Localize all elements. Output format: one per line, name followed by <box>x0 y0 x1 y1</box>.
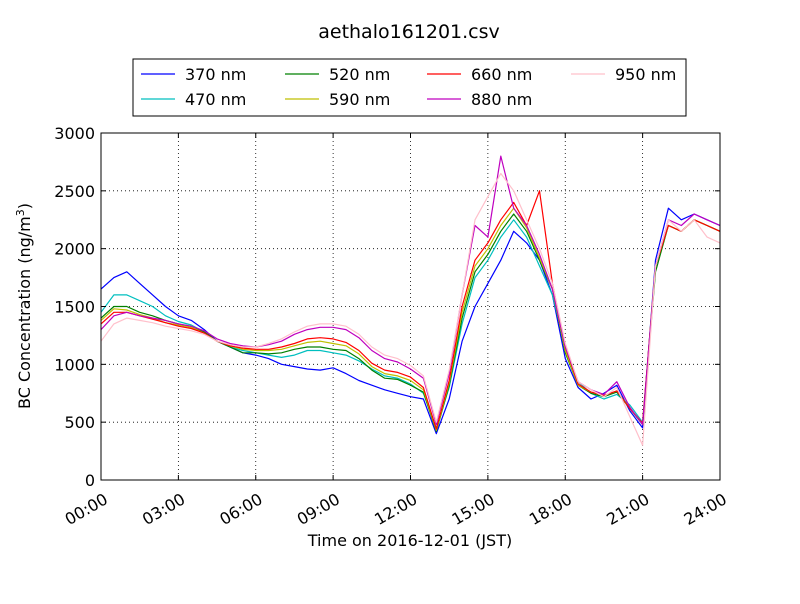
legend-label: 950 nm <box>615 65 676 84</box>
series-line-660-nm <box>100 190 721 430</box>
legend-entry-470-nm: 470 nm <box>141 90 246 109</box>
series-lines <box>100 155 721 446</box>
y-axis-label: BC Concentration (ng/m3) <box>14 203 35 409</box>
legend-label: 590 nm <box>329 90 390 109</box>
legend-entry-660-nm: 660 nm <box>427 65 532 84</box>
y-tick-label: 1500 <box>54 298 95 317</box>
y-tick-label: 3000 <box>54 124 95 143</box>
legend-label: 520 nm <box>329 65 390 84</box>
legend-label: 470 nm <box>185 90 246 109</box>
chart-title: aethalo161201.csv <box>318 21 500 43</box>
legend-entry-950-nm: 950 nm <box>571 65 676 84</box>
legend-entry-880-nm: 880 nm <box>427 90 532 109</box>
y-tick-label: 0 <box>85 471 95 490</box>
legend-label: 660 nm <box>471 65 532 84</box>
y-axis-label-main: BC Concentration (ng/m <box>15 216 34 409</box>
x-axis-label: Time on 2016-12-01 (JST) <box>307 531 512 550</box>
legend: 370 nm 470 nm 520 nm 590 nm 660 nm 880 nm 950 … <box>132 58 687 117</box>
legend-entry-590-nm: 590 nm <box>285 90 390 109</box>
legend-entry-370-nm: 370 nm <box>141 65 246 84</box>
series-line-950-nm <box>100 172 721 446</box>
legend-box <box>132 58 687 117</box>
series-line-520-nm <box>100 213 721 432</box>
y-axis-label-close: ) <box>15 203 34 209</box>
series-line-370-nm <box>100 207 721 435</box>
legend-label: 880 nm <box>471 90 532 109</box>
y-tick-label: 500 <box>64 413 95 432</box>
y-tick-label: 2000 <box>54 240 95 259</box>
y-tick-label: 2500 <box>54 182 95 201</box>
legend-entry-520-nm: 520 nm <box>285 65 390 84</box>
legend-label: 370 nm <box>185 65 246 84</box>
series-line-880-nm <box>100 155 721 426</box>
y-axis-label-superscript: 3 <box>14 209 27 216</box>
y-tick-label: 1000 <box>54 355 95 374</box>
